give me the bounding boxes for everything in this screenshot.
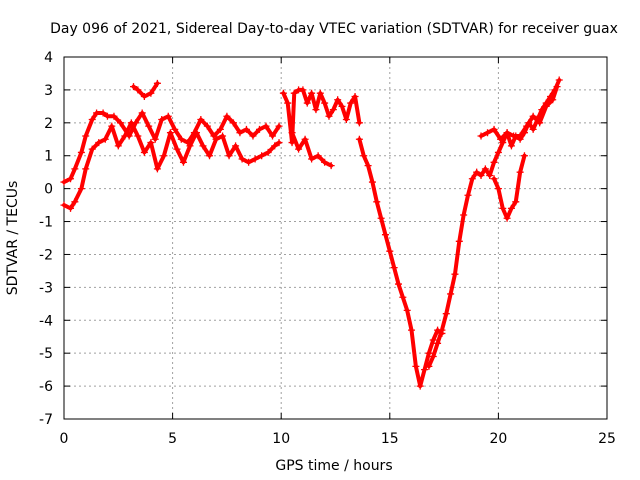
plot-border: [63, 56, 608, 420]
x-tick-label: 15: [381, 431, 399, 447]
y-tick-label: 2: [44, 116, 53, 132]
series-trace: [62, 120, 282, 211]
series-evening-descent: [355, 135, 446, 390]
series-trace: [492, 153, 527, 221]
y-tick-label: -4: [39, 313, 53, 329]
data-points: [60, 76, 563, 390]
y-axis-label: SDTVAR / TECUs: [5, 181, 21, 296]
series-peak-segment: [130, 79, 161, 100]
series-recovery-lower: [490, 152, 528, 222]
plot-frame: [63, 56, 608, 420]
y-tick-label: -3: [39, 280, 53, 296]
y-tick-label: -1: [39, 215, 53, 231]
axis-ticks: 0 5 10 15 20 25 -7 -6 -5 -4 -3 -2 -1 0 1 2 3 4: [39, 50, 616, 447]
series-recovery-upper: [477, 83, 561, 143]
series-trace: [479, 84, 560, 142]
y-tick-label: -6: [39, 379, 53, 395]
y-tick-label: 4: [44, 50, 53, 66]
series-trace: [357, 137, 444, 389]
x-tick-label: 0: [60, 431, 69, 447]
series-trace: [62, 110, 282, 185]
series-trace: [290, 130, 334, 168]
y-tick-label: 3: [44, 83, 53, 99]
grid-layer: [64, 57, 607, 419]
y-tick-label: -7: [39, 412, 53, 428]
y-tick-label: 0: [44, 182, 53, 198]
chart-title: Day 096 of 2021, Sidereal Day-to-day VTE…: [50, 21, 618, 37]
x-tick-label: 20: [489, 431, 507, 447]
series-trace: [131, 81, 160, 99]
y-tick-label: -2: [39, 247, 53, 263]
x-tick-label: 5: [168, 431, 177, 447]
y-tick-label: -5: [39, 346, 53, 362]
series-midday-lower: [288, 129, 335, 170]
x-tick-label: 10: [272, 431, 290, 447]
x-tick-label: 25: [598, 431, 616, 447]
series-band-upper: [60, 109, 283, 186]
x-axis-label: GPS time / hours: [275, 458, 392, 474]
series-midday: [279, 86, 363, 147]
series-band-lower: [60, 119, 283, 212]
series-trace: [281, 87, 362, 145]
y-tick-label: 1: [44, 149, 53, 165]
